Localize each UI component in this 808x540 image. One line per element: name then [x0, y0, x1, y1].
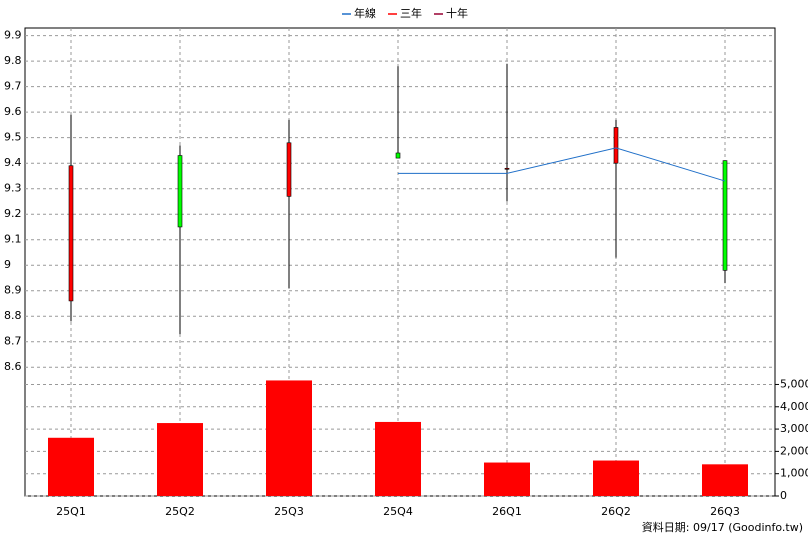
- y-tick-label: 8.8: [4, 309, 22, 322]
- y-tick-label: 9.2: [4, 207, 22, 220]
- y-tick-label: 9: [4, 258, 11, 271]
- x-tick-label: 25Q2: [165, 505, 195, 518]
- y2-tick-label: 4,000: [780, 400, 808, 413]
- y-tick-label: 9.7: [4, 80, 22, 93]
- x-tick-label: 26Q3: [710, 505, 740, 518]
- y-tick-label: 9.1: [4, 233, 22, 246]
- candle-body: [504, 167, 510, 170]
- legend-label: 十年: [446, 6, 468, 20]
- y2-tick-label: 2,000: [780, 444, 808, 457]
- y2-tick-label: 5,000: [780, 377, 808, 390]
- x-tick-label: 25Q3: [274, 505, 304, 518]
- y-tick-label: 8.7: [4, 335, 22, 348]
- candle-body: [613, 127, 619, 164]
- candle-body: [68, 165, 74, 302]
- y-tick-label: 8.9: [4, 284, 22, 297]
- line-series: [398, 147, 726, 182]
- x-tick-label: 26Q1: [492, 505, 522, 518]
- x-tick-label: 26Q2: [601, 505, 631, 518]
- candle-body: [177, 155, 183, 228]
- legend-label: 年線: [354, 6, 376, 20]
- volume-bar: [375, 421, 421, 496]
- y2-tick-label: 3,000: [780, 422, 808, 435]
- volume-bar: [266, 380, 312, 496]
- y2-tick-label: 1,000: [780, 467, 808, 480]
- footer: 資料日期: 09/17 (Goodinfo.tw): [642, 520, 803, 534]
- volume-bar: [702, 464, 748, 496]
- y-tick-label: 8.6: [4, 360, 22, 373]
- volume-bar: [484, 462, 530, 496]
- volume-bar: [157, 423, 203, 496]
- y-tick-label: 9.8: [4, 54, 22, 67]
- y-tick-label: 9.9: [4, 29, 22, 42]
- candle-body: [286, 142, 292, 197]
- y-tick-label: 9.4: [4, 156, 22, 169]
- x-tick-label: 25Q1: [56, 505, 86, 518]
- candle-body: [722, 160, 728, 271]
- y-tick-label: 9.5: [4, 131, 22, 144]
- x-tick-label: 25Q4: [383, 505, 413, 518]
- y-tick-label: 9.3: [4, 182, 22, 195]
- legend-label: 三年: [400, 6, 422, 20]
- volume-bar: [593, 460, 639, 496]
- y2-tick-label: 0: [780, 489, 787, 502]
- candle-body: [395, 152, 401, 159]
- volume-bar: [48, 437, 94, 496]
- y-tick-label: 9.6: [4, 105, 22, 118]
